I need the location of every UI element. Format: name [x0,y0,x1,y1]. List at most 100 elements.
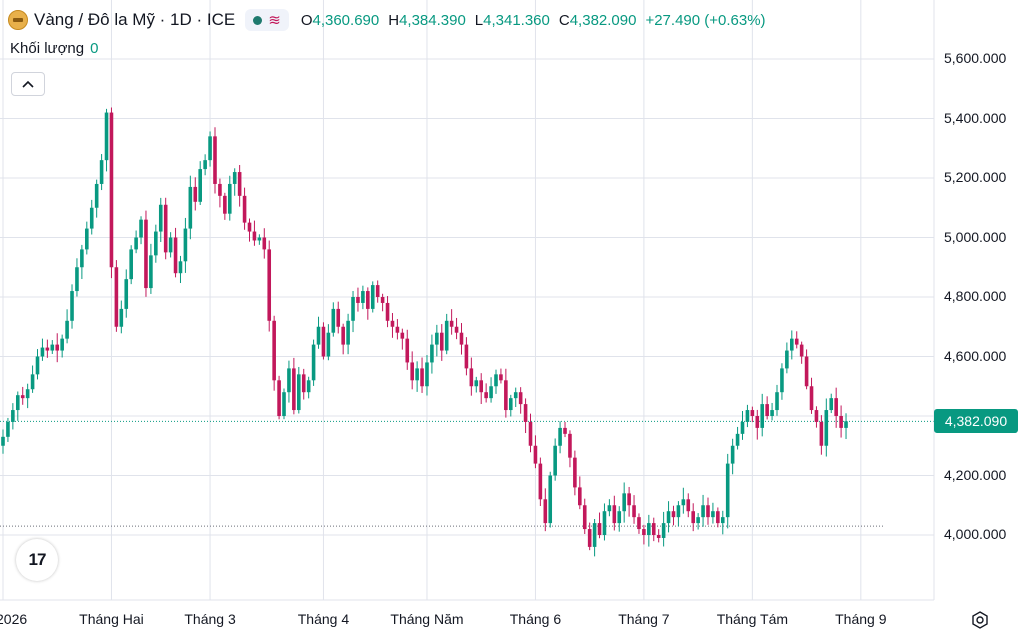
candle [730,438,735,475]
x-tick-label: Tháng 4 [297,611,350,627]
candle [104,108,109,172]
candle-body [691,511,695,524]
candle-body [385,302,390,321]
candle-body [523,404,528,422]
candle-body [326,332,331,357]
candle [479,373,484,405]
candle [691,503,695,532]
candle-body [573,457,577,488]
candle [272,315,276,391]
candle-body [227,183,232,214]
candle [346,313,350,355]
candle-body [104,112,109,161]
candle [839,405,843,438]
x-tick-label: Tháng 3 [184,611,236,627]
candle [735,426,740,450]
candle [237,165,242,207]
candle [538,457,543,506]
candle-body [553,445,557,476]
settings-icon[interactable] [970,610,990,630]
candle [287,360,291,403]
collapse-legend-button[interactable] [11,72,45,96]
candle [701,494,705,527]
candle [257,234,262,245]
candle-body [30,374,35,390]
candle [592,518,597,557]
candle-body [297,374,301,411]
candle [247,218,252,242]
candle [444,313,449,355]
candle-body [292,368,296,411]
tradingview-logo-icon[interactable]: 17 [16,539,58,581]
candle-body [720,517,725,524]
x-tick-label: 2026 [0,611,28,627]
close-label: C [558,11,570,29]
symbol-title[interactable]: Vàng / Đô la Mỹ · 1D · ICE [34,10,236,29]
candle-body [25,389,30,399]
candle-body [637,517,641,530]
candle [494,369,498,394]
candle [385,296,390,328]
candle [292,357,296,415]
candle [173,227,178,278]
high-label: H [388,11,400,29]
candle [794,331,799,349]
candle-body [11,410,15,422]
candle [297,366,301,414]
candle [824,398,829,457]
candle-body [183,228,188,262]
candle [20,386,25,405]
candle [563,421,567,438]
candle [213,127,217,194]
candle [183,217,188,273]
candle-body [666,511,671,524]
candle-body [341,326,345,345]
volume-legend[interactable]: Khối lượng 0 [10,40,98,57]
candle [666,501,671,533]
candle-body [346,320,350,345]
market-status-pill[interactable]: ≋ [245,9,289,31]
candle-body [15,395,20,411]
candle [528,413,533,453]
candle-body [469,368,474,387]
candle [370,281,375,313]
candle-body [154,231,158,256]
candle-body [213,136,217,184]
candle-body [508,398,513,411]
candle-body [158,204,163,232]
candle [834,387,838,428]
candle [144,210,148,297]
candle [622,482,626,523]
candle-body [651,523,656,535]
volume-label: Khối lượng [10,40,85,57]
candle-body [252,231,257,241]
candle [154,224,158,263]
candle-body [94,183,99,208]
candle [504,368,508,418]
candle [706,497,710,525]
gold-symbol-icon[interactable] [8,10,28,30]
candle [70,284,74,329]
candle-body [494,374,498,387]
candle [819,415,824,455]
candle-body [770,410,774,416]
candle-body [568,433,572,458]
candle [597,512,602,539]
candle-body [548,475,553,524]
candle-body [321,326,326,357]
candle-body [247,222,252,232]
candle [814,406,819,428]
candle-body [622,493,626,512]
candle [513,387,518,407]
candle [242,187,247,230]
candle [178,255,183,284]
candle [661,511,666,547]
candle-body [6,421,10,437]
ohlc-values: O4,360.690 H4,384.390 L4,341.360 C4,382.… [301,12,766,29]
candle [11,403,15,430]
candle-body [193,186,198,202]
candle [60,334,64,358]
candle [341,323,345,355]
candle [6,417,10,442]
